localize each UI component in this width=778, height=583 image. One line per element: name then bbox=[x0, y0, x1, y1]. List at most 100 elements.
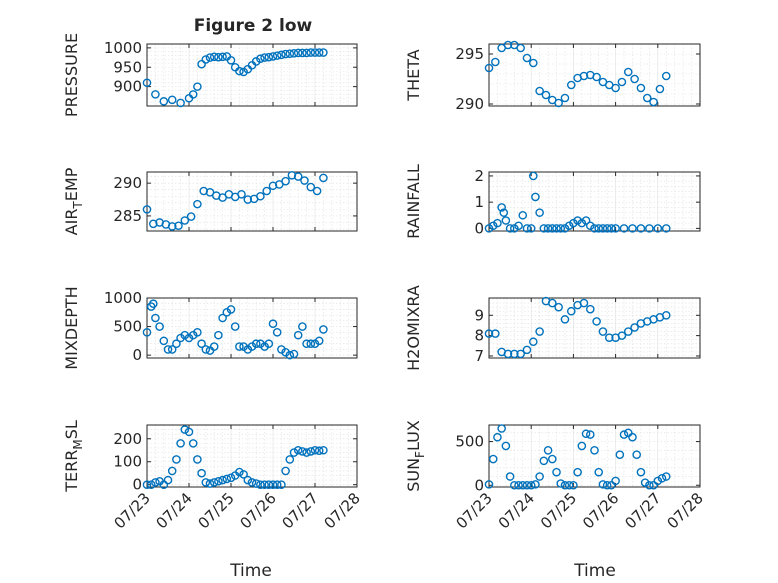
data-point bbox=[180, 216, 190, 225]
x-tick-label: 07/28 bbox=[664, 489, 707, 532]
y-tick-label: 950 bbox=[113, 58, 142, 76]
data-point bbox=[569, 218, 578, 228]
data-point bbox=[262, 186, 272, 196]
x-tick-label: 07/26 bbox=[579, 489, 622, 532]
series-sun-flux bbox=[484, 424, 671, 490]
data-point bbox=[218, 313, 227, 323]
y-tick-label: 0 bbox=[132, 346, 142, 364]
data-point bbox=[493, 432, 502, 442]
subplot-theta: 290 295 THETA bbox=[404, 40, 701, 113]
data-point bbox=[197, 468, 206, 478]
data-point bbox=[214, 476, 223, 486]
data-point bbox=[272, 480, 282, 490]
data-point bbox=[541, 90, 551, 100]
data-point bbox=[531, 480, 540, 489]
data-point bbox=[172, 339, 181, 349]
data-point bbox=[505, 224, 515, 233]
data-point bbox=[661, 310, 671, 320]
data-point bbox=[159, 480, 169, 490]
data-point bbox=[592, 72, 601, 82]
data-point bbox=[201, 55, 211, 64]
data-point bbox=[535, 86, 544, 96]
data-point bbox=[529, 58, 538, 68]
data-point bbox=[176, 98, 185, 108]
data-point bbox=[630, 74, 639, 84]
axes-box bbox=[488, 297, 701, 359]
data-point bbox=[172, 455, 181, 464]
data-point bbox=[526, 480, 536, 490]
data-point bbox=[636, 83, 646, 93]
data-point bbox=[205, 479, 215, 488]
data-point bbox=[484, 224, 494, 233]
data-point bbox=[577, 218, 587, 228]
x-tick-label: 07/27 bbox=[621, 489, 664, 532]
data-point bbox=[548, 224, 557, 233]
data-point bbox=[264, 339, 274, 349]
data-point bbox=[636, 224, 646, 233]
data-point bbox=[260, 53, 269, 62]
data-point bbox=[243, 475, 253, 485]
y-axis-label: THETA bbox=[404, 49, 423, 101]
data-point bbox=[579, 71, 589, 81]
data-point bbox=[611, 83, 620, 93]
data-point bbox=[197, 339, 206, 349]
x-tick-label: 07/25 bbox=[195, 489, 238, 532]
data-point bbox=[188, 439, 198, 448]
data-point bbox=[543, 446, 553, 455]
y-tick-label: 1 bbox=[474, 193, 484, 211]
y-axis-label: TERRMSL bbox=[62, 420, 85, 493]
data-point bbox=[604, 333, 614, 342]
subplot-h2omixra: 7 8 9 H2OMIXRA bbox=[404, 285, 701, 371]
data-point bbox=[226, 55, 236, 65]
data-point bbox=[281, 49, 290, 59]
data-point bbox=[251, 479, 261, 488]
data-point bbox=[615, 450, 625, 459]
data-point bbox=[552, 224, 561, 233]
data-point bbox=[235, 66, 244, 76]
x-tick-label: 07/23 bbox=[453, 489, 496, 532]
data-point bbox=[289, 448, 299, 457]
data-point bbox=[142, 327, 152, 337]
data-point bbox=[167, 466, 177, 476]
x-tick-label: 07/25 bbox=[537, 489, 580, 532]
data-point bbox=[148, 219, 158, 229]
data-point bbox=[298, 447, 307, 456]
y-axis-label: SUNFLUX bbox=[404, 420, 427, 492]
data-point bbox=[514, 221, 523, 231]
data-point bbox=[560, 480, 570, 490]
data-point bbox=[573, 216, 582, 225]
data-point bbox=[298, 322, 307, 331]
data-point bbox=[235, 467, 244, 477]
data-point bbox=[661, 472, 671, 481]
data-point bbox=[577, 441, 587, 451]
data-point bbox=[491, 57, 500, 67]
data-point bbox=[619, 430, 629, 439]
axes-box bbox=[488, 424, 701, 488]
data-point bbox=[218, 52, 227, 62]
data-point bbox=[602, 480, 612, 490]
data-point bbox=[585, 221, 595, 231]
data-point bbox=[566, 306, 576, 316]
data-point bbox=[167, 95, 177, 105]
data-point bbox=[193, 455, 202, 464]
data-point bbox=[214, 330, 223, 340]
data-point bbox=[264, 480, 274, 490]
data-point bbox=[628, 432, 637, 442]
data-point bbox=[222, 474, 232, 484]
axes-box bbox=[488, 43, 701, 107]
data-point bbox=[237, 189, 246, 199]
plot-area bbox=[489, 172, 700, 231]
data-point bbox=[592, 317, 601, 326]
subplot-air-temp: 285 290 AIRTEMP bbox=[62, 167, 358, 235]
data-point bbox=[630, 323, 639, 332]
data-point bbox=[251, 339, 261, 349]
y-axis-label: AIRTEMP bbox=[62, 167, 85, 235]
data-point bbox=[298, 48, 307, 58]
data-point bbox=[151, 90, 160, 99]
data-point bbox=[488, 221, 498, 231]
series-rainfall bbox=[484, 171, 671, 233]
data-point bbox=[285, 49, 295, 58]
data-point bbox=[218, 475, 227, 485]
data-point bbox=[319, 173, 328, 183]
plot-area bbox=[147, 298, 357, 358]
